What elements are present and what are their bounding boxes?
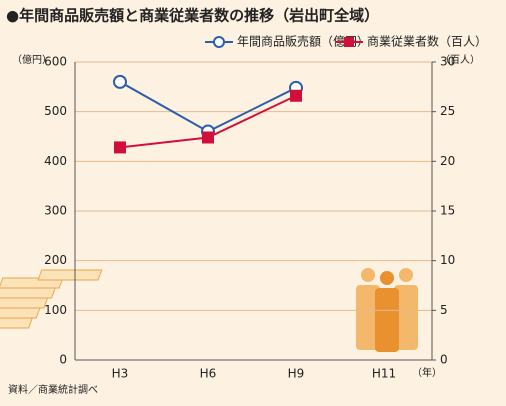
point [113,74,127,89]
x-tick-label: H3 [112,367,129,381]
y2-tick-label: 20 [440,154,455,168]
point [202,131,214,144]
point [290,89,302,102]
y-axis-label: （億円） [12,53,52,66]
y2-tick-label: 5 [440,303,448,317]
y-tick-label: 0 [59,353,67,367]
y2-tick-label: 15 [440,204,455,218]
point [114,141,126,154]
x-tick-label: H6 [200,367,217,381]
chart-title: ●年間商品販売額と商業従業者数の推移（岩出町全域） [6,7,379,25]
legend-marker [344,37,354,47]
y2-tick-label: 25 [440,104,455,118]
y-tick-label: 300 [44,204,67,218]
y-tick-label: 200 [44,253,67,267]
money-icon [0,269,103,329]
y2-tick-label: 30 [440,55,455,69]
legend-label: 商業従業者数（百人） [367,34,487,49]
people-icon [356,268,418,352]
y-tick-label: 100 [44,303,67,317]
y-tick-label: 500 [44,104,67,118]
y2-axis-label: （百人） [440,54,480,66]
legend-marker [213,36,225,48]
legend-label: 年間商品販売額（億円） [237,34,369,49]
x-tick-label: H9 [288,367,305,381]
y-tick-label: 400 [44,154,67,168]
x-axis-label: （年） [412,366,442,379]
y2-tick-label: 10 [440,253,455,267]
source: 資料／商業統計調べ [8,383,98,396]
y-tick-label: 600 [44,55,67,69]
x-tick-label: H11 [372,367,396,381]
y2-tick-label: 0 [440,353,448,367]
